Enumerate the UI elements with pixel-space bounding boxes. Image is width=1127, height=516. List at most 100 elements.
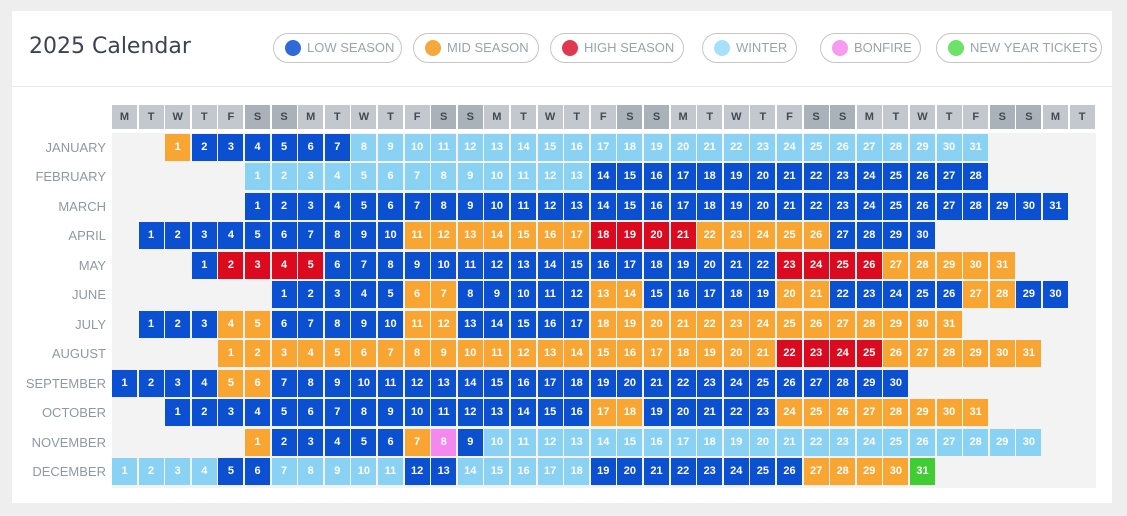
- day-cell[interactable]: 25: [883, 192, 909, 220]
- day-cell[interactable]: 26: [777, 369, 802, 397]
- day-cell[interactable]: 17: [670, 428, 696, 456]
- day-cell[interactable]: 13: [590, 281, 616, 308]
- day-cell[interactable]: 19: [617, 222, 643, 249]
- day-cell[interactable]: 30: [1016, 192, 1042, 220]
- day-cell[interactable]: 13: [484, 133, 510, 161]
- day-cell[interactable]: 12: [537, 192, 563, 220]
- day-cell[interactable]: 10: [378, 310, 403, 338]
- day-cell[interactable]: 28: [963, 192, 989, 220]
- day-cell[interactable]: 28: [883, 399, 909, 426]
- day-cell[interactable]: 2: [138, 458, 164, 485]
- day-cell[interactable]: 8: [457, 281, 483, 308]
- day-cell[interactable]: 3: [191, 310, 217, 338]
- day-cell[interactable]: 23: [750, 399, 776, 426]
- day-cell[interactable]: 15: [617, 163, 643, 190]
- day-cell[interactable]: 5: [271, 399, 297, 426]
- day-cell[interactable]: 18: [564, 458, 590, 485]
- day-cell[interactable]: 11: [457, 251, 483, 279]
- day-cell[interactable]: 17: [590, 133, 616, 161]
- day-cell[interactable]: 7: [298, 222, 324, 249]
- day-cell[interactable]: 21: [697, 133, 723, 161]
- day-cell[interactable]: 19: [697, 340, 723, 367]
- day-cell[interactable]: 24: [723, 369, 749, 397]
- day-cell[interactable]: 5: [218, 369, 244, 397]
- day-cell[interactable]: 2: [138, 369, 164, 397]
- day-cell[interactable]: 9: [351, 310, 377, 338]
- day-cell[interactable]: 16: [644, 163, 669, 190]
- day-cell[interactable]: 29: [910, 133, 935, 161]
- day-cell[interactable]: 1: [245, 192, 270, 220]
- day-cell[interactable]: 24: [856, 428, 882, 456]
- day-cell[interactable]: 25: [777, 222, 802, 249]
- day-cell[interactable]: 17: [644, 340, 669, 367]
- day-cell[interactable]: 17: [537, 458, 563, 485]
- day-cell[interactable]: 11: [511, 163, 536, 190]
- day-cell[interactable]: 1: [112, 369, 137, 397]
- day-cell[interactable]: 14: [457, 369, 483, 397]
- day-cell[interactable]: 23: [830, 163, 856, 190]
- day-cell[interactable]: 2: [165, 222, 191, 249]
- day-cell[interactable]: 27: [803, 458, 829, 485]
- day-cell[interactable]: 4: [191, 458, 217, 485]
- day-cell[interactable]: 22: [803, 428, 829, 456]
- day-cell[interactable]: 2: [191, 399, 217, 426]
- day-cell[interactable]: 18: [564, 369, 590, 397]
- day-cell[interactable]: 23: [830, 192, 856, 220]
- day-cell[interactable]: 26: [936, 281, 962, 308]
- day-cell[interactable]: 6: [245, 458, 270, 485]
- day-cell[interactable]: 29: [856, 458, 882, 485]
- day-cell[interactable]: 14: [511, 399, 536, 426]
- day-cell[interactable]: 25: [830, 251, 856, 279]
- day-cell[interactable]: 15: [617, 428, 643, 456]
- day-cell[interactable]: 8: [431, 428, 457, 456]
- day-cell[interactable]: 12: [457, 133, 483, 161]
- day-cell[interactable]: 27: [910, 340, 935, 367]
- day-cell[interactable]: 16: [537, 222, 563, 249]
- day-cell[interactable]: 26: [830, 133, 856, 161]
- day-cell[interactable]: 27: [856, 399, 882, 426]
- day-cell[interactable]: 12: [564, 281, 590, 308]
- legend-mid-season-button[interactable]: MID SEASON: [413, 33, 539, 63]
- day-cell[interactable]: 11: [511, 192, 536, 220]
- day-cell[interactable]: 5: [351, 428, 377, 456]
- day-cell[interactable]: 16: [644, 192, 669, 220]
- day-cell[interactable]: 12: [431, 222, 457, 249]
- day-cell[interactable]: 20: [750, 192, 776, 220]
- day-cell[interactable]: 12: [537, 163, 563, 190]
- day-cell[interactable]: 25: [883, 163, 909, 190]
- day-cell[interactable]: 27: [936, 192, 962, 220]
- day-cell[interactable]: 25: [750, 458, 776, 485]
- day-cell[interactable]: 2: [271, 163, 297, 190]
- day-cell[interactable]: 20: [644, 222, 669, 249]
- day-cell[interactable]: 28: [830, 369, 856, 397]
- day-cell[interactable]: 8: [351, 133, 377, 161]
- day-cell[interactable]: 18: [644, 251, 669, 279]
- day-cell[interactable]: 7: [324, 399, 350, 426]
- day-cell[interactable]: 8: [431, 163, 457, 190]
- day-cell[interactable]: 17: [617, 251, 643, 279]
- day-cell[interactable]: 30: [910, 222, 935, 249]
- day-cell[interactable]: 25: [803, 399, 829, 426]
- day-cell[interactable]: 15: [484, 369, 510, 397]
- day-cell[interactable]: 5: [218, 458, 244, 485]
- day-cell[interactable]: 18: [697, 192, 723, 220]
- day-cell[interactable]: 7: [378, 340, 403, 367]
- day-cell[interactable]: 27: [830, 222, 856, 249]
- day-cell[interactable]: 27: [883, 251, 909, 279]
- day-cell[interactable]: 10: [484, 192, 510, 220]
- day-cell[interactable]: 17: [697, 281, 723, 308]
- day-cell[interactable]: 12: [431, 310, 457, 338]
- day-cell[interactable]: 17: [564, 310, 590, 338]
- day-cell[interactable]: 22: [697, 310, 723, 338]
- day-cell[interactable]: 19: [617, 310, 643, 338]
- day-cell[interactable]: 31: [1043, 192, 1068, 220]
- day-cell[interactable]: 3: [191, 222, 217, 249]
- day-cell[interactable]: 22: [697, 222, 723, 249]
- day-cell[interactable]: 26: [910, 163, 935, 190]
- day-cell[interactable]: 30: [883, 458, 909, 485]
- day-cell[interactable]: 19: [644, 399, 669, 426]
- day-cell[interactable]: 9: [457, 428, 483, 456]
- day-cell[interactable]: 4: [271, 251, 297, 279]
- day-cell[interactable]: 28: [830, 458, 856, 485]
- day-cell[interactable]: 13: [457, 310, 483, 338]
